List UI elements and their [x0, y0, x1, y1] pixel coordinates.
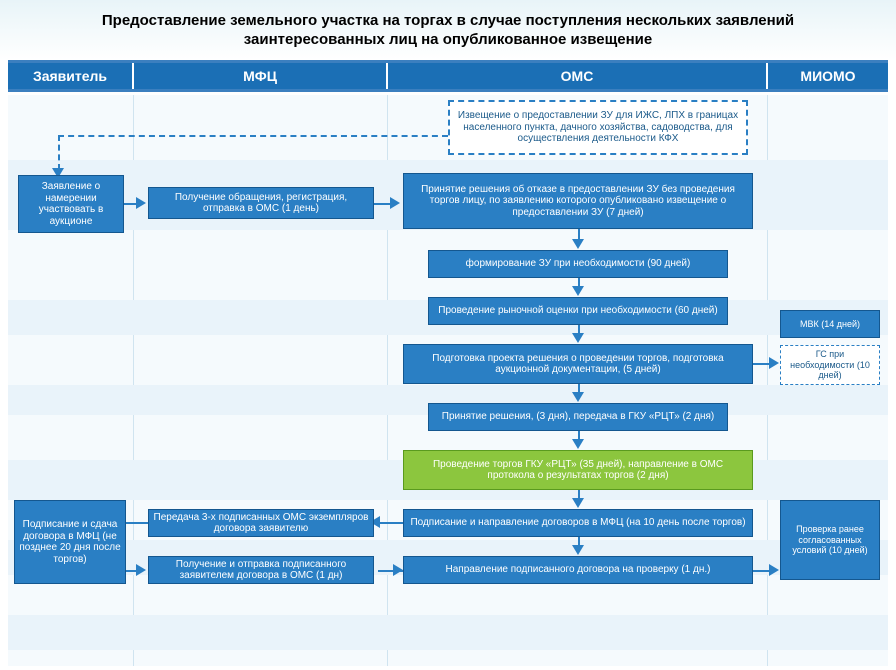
flow-canvas: Извещение о предоставлении ЗУ для ИЖС, Л… — [8, 95, 888, 666]
dashed-line-h — [58, 135, 448, 137]
node-oms-reject: Принятие решения об отказе в предоставле… — [403, 173, 753, 229]
node-oms-decision: Принятие решения, (3 дня), передача в ГК… — [428, 403, 728, 431]
header-mfc: МФЦ — [134, 63, 388, 89]
dashed-line-v — [58, 135, 60, 170]
arrow-d-6 — [572, 439, 584, 449]
arrow-d-5 — [572, 392, 584, 402]
arrow-d-2 — [572, 239, 584, 249]
arrow-r-mvk — [769, 357, 779, 369]
arrow-d-7 — [572, 498, 584, 508]
node-mfc-transfer: Передача 3-х подписанных ОМС экземпляров… — [148, 509, 374, 537]
node-applicant-sign: Подписание и сдача договора в МФЦ (не по… — [14, 500, 126, 584]
arrow-r-miomo — [769, 564, 779, 576]
arrow-d-8 — [572, 545, 584, 555]
node-oms-trade: Проведение торгов ГКУ «РЦТ» (35 дней), н… — [403, 450, 753, 490]
line-h-app1 — [124, 522, 148, 524]
node-oms-form: формирование ЗУ при необходимости (90 дн… — [428, 250, 728, 278]
node-gs: ГС при необходимости (10 дней) — [780, 345, 880, 385]
header-oms: ОМС — [388, 63, 768, 89]
page-title: Предоставление земельного участка на тор… — [40, 11, 856, 50]
node-oms-project: Подготовка проекта решения о проведении … — [403, 344, 753, 384]
title-band: Предоставление земельного участка на тор… — [0, 0, 896, 60]
arrow-r-2 — [390, 197, 400, 209]
node-mfc-send: Получение и отправка подписанного заявит… — [148, 556, 374, 584]
node-oms-sign: Подписание и направление договоров в МФЦ… — [403, 509, 753, 537]
node-applicant-apply: Заявление о намерении участвовать в аукц… — [18, 175, 124, 233]
arrow-d-3 — [572, 286, 584, 296]
hband-6 — [8, 615, 888, 650]
node-oms-check: Направление подписанного договора на про… — [403, 556, 753, 584]
node-notice: Извещение о предоставлении ЗУ для ИЖС, Л… — [448, 100, 748, 155]
node-mfc-receive: Получение обращения, регистрация, отправ… — [148, 187, 374, 219]
arrow-r-app — [136, 564, 146, 576]
swimlane-headers: Заявитель МФЦ ОМС МИОМО — [8, 60, 888, 92]
arrow-r-1 — [136, 197, 146, 209]
header-miomo: МИОМО — [768, 63, 888, 89]
line-h-mfc1 — [378, 522, 403, 524]
arrow-r-mfc2 — [393, 564, 403, 576]
node-mvk: МВК (14 дней) — [780, 310, 880, 338]
node-oms-market: Проведение рыночной оценки при необходим… — [428, 297, 728, 325]
arrow-d-4 — [572, 333, 584, 343]
header-applicant: Заявитель — [8, 63, 134, 89]
node-miomo-check: Проверка ранее согласованных условий (10… — [780, 500, 880, 580]
